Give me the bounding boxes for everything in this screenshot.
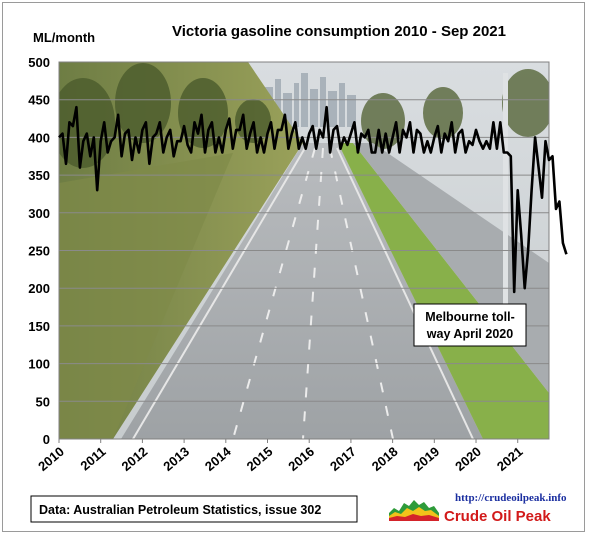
y-tick-label: 150 — [28, 319, 50, 334]
annotation-line-1: Melbourne toll- — [425, 310, 515, 324]
x-tick-labels: 2010 2011 2012 2013 2014 2015 2016 2017 2018 2019… — [35, 439, 526, 474]
y-tick-label: 0 — [43, 432, 50, 447]
x-tick-label: 2015 — [244, 444, 276, 474]
brand-name: Crude Oil Peak — [444, 508, 551, 525]
x-tick-label: 2017 — [327, 444, 359, 474]
annotation-line-2: way April 2020 — [426, 327, 513, 341]
gridlines — [59, 99, 549, 402]
x-tick-label: 2019 — [410, 444, 442, 474]
source-text: Data: Australian Petroleum Statistics, i… — [39, 503, 321, 517]
chart-frame: Victoria gasoline consumption 2010 - Sep… — [2, 2, 585, 532]
x-tick-label: 2010 — [35, 444, 67, 474]
background-photo — [59, 62, 549, 439]
chart-title: Victoria gasoline consumption 2010 - Sep… — [172, 23, 506, 40]
x-tick-label: 2018 — [369, 444, 401, 474]
y-tick-label: 250 — [28, 244, 50, 259]
y-tick-label: 300 — [28, 206, 50, 221]
x-tick-label: 2013 — [160, 444, 192, 474]
x-tick-label: 2020 — [452, 444, 484, 474]
y-tick-label: 450 — [28, 93, 50, 108]
y-axis-label: ML/month — [33, 30, 95, 45]
x-tick-label: 2012 — [119, 444, 151, 474]
series-line — [58, 105, 568, 294]
annotation-box: Melbourne toll- way April 2020 — [413, 303, 527, 347]
x-tick-label: 2016 — [285, 444, 317, 474]
source-box: Data: Australian Petroleum Statistics, i… — [30, 495, 358, 523]
x-tick-label: 2021 — [494, 444, 526, 474]
x-tick-label: 2014 — [202, 443, 234, 474]
oil-graph-icon — [389, 500, 439, 521]
y-tick-label: 350 — [28, 168, 50, 183]
y-tick-label: 500 — [28, 55, 50, 70]
x-tick-label: 2011 — [77, 444, 108, 474]
plot-area-border — [58, 61, 550, 440]
y-tick-label: 50 — [36, 394, 50, 409]
brand-url: http://crudeoilpeak.info — [455, 492, 567, 504]
brand-logo: http://crudeoilpeak.info Crude Oil Peak — [389, 492, 567, 525]
y-tick-label: 400 — [28, 130, 50, 145]
y-tick-labels: 0 50 100 150 200 250 300 350 400 450 500 — [28, 55, 50, 447]
y-tick-label: 200 — [28, 281, 50, 296]
chart-svg: Victoria gasoline consumption 2010 - Sep… — [28, 23, 568, 525]
y-tick-label: 100 — [28, 357, 50, 372]
